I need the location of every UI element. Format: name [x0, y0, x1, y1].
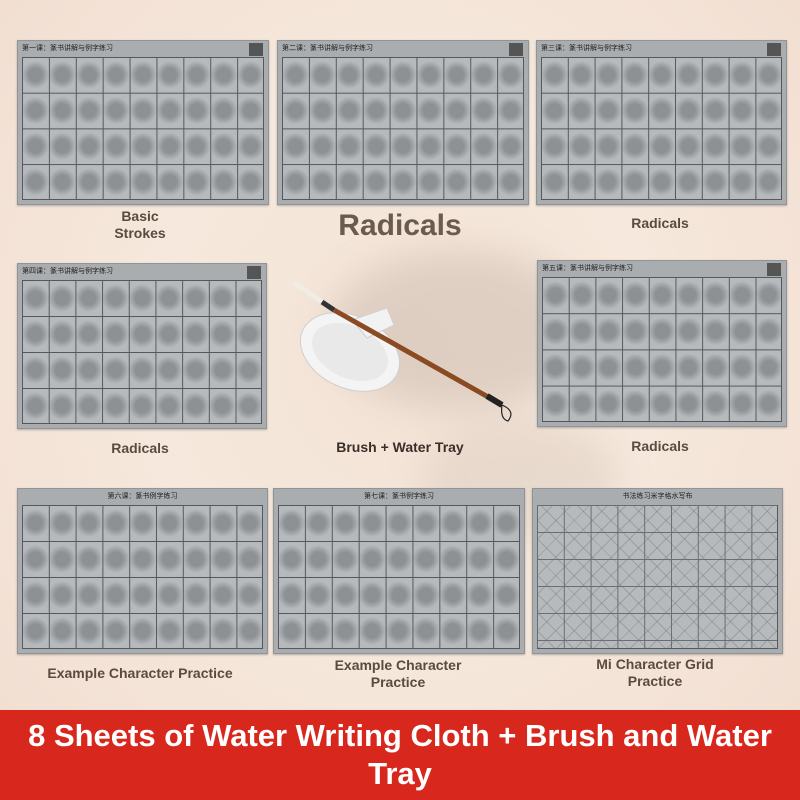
title-banner: 8 Sheets of Water Writing Cloth + Brush … [0, 710, 800, 800]
qr-code-icon [767, 43, 781, 56]
sheet-4-radicals: 第四课：篆书讲解与例字练习 [17, 263, 267, 429]
sheet-2-radicals: 第二课：篆书讲解与例字练习 [277, 40, 529, 205]
sheet-header: 第三课：篆书讲解与例字练习 [541, 44, 632, 52]
water-tray [299, 307, 401, 392]
sheet-header: 第二课：篆书讲解与例字练习 [282, 44, 373, 52]
label-radicals: Radicals [631, 438, 689, 454]
brush [293, 281, 512, 422]
sheet-header: 第一课：篆书讲解与例字练习 [22, 44, 113, 52]
label-radicals-title: Radicals [338, 209, 462, 242]
practice-grid [22, 57, 264, 200]
sheet-header: 书法练习米字格水写布 [622, 492, 693, 500]
banner-text: 8 Sheets of Water Writing Cloth + Brush … [28, 718, 772, 791]
sheet-6-example-characters: 第六课：篆书例字练习 [17, 488, 268, 654]
label-example-character-practice: Example Character Practice [47, 665, 233, 681]
qr-code-icon [247, 266, 261, 279]
label-mi-character-grid: Mi Character Grid Practice [596, 656, 714, 689]
sheet-3-radicals: 第三课：篆书讲解与例字练习 [536, 40, 787, 205]
sheet-header: 第四课：篆书讲解与例字练习 [22, 267, 113, 275]
qr-code-icon [767, 263, 781, 276]
qr-code-icon [249, 43, 263, 56]
brush-and-water-tray [293, 281, 512, 422]
label-radicals: Radicals [631, 215, 689, 231]
practice-grid [282, 57, 524, 200]
sheet-8-mi-grid: 书法练习米字格水写布 [532, 488, 783, 654]
mi-character-grid [537, 505, 778, 649]
practice-grid [22, 280, 262, 424]
sheet-header: 第五课：篆书讲解与例字练习 [542, 264, 633, 272]
label-example-character-practice: Example Character Practice [334, 657, 462, 690]
practice-grid [278, 505, 520, 649]
sheet-header: 第六课：篆书例字练习 [107, 492, 178, 500]
practice-grid [541, 57, 782, 200]
label-basic-strokes: Basic Strokes [114, 208, 166, 241]
label-brush-water-tray: Brush + Water Tray [336, 439, 464, 455]
sheet-7-example-characters: 第七课：篆书例字练习 [273, 488, 525, 654]
sheet-header: 第七课：篆书例字练习 [364, 492, 434, 500]
practice-grid [542, 277, 782, 422]
sheet-5-radicals: 第五课：篆书讲解与例字练习 [537, 260, 787, 427]
qr-code-icon [509, 43, 523, 56]
sheet-1-basic-strokes: 第一课：篆书讲解与例字练习 [17, 40, 269, 205]
practice-grid [22, 505, 263, 649]
label-radicals: Radicals [111, 440, 169, 456]
